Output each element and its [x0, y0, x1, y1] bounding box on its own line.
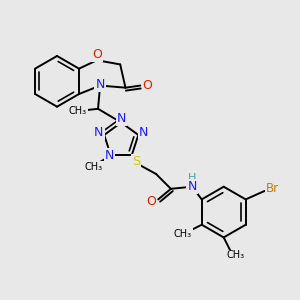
Text: Br: Br [266, 182, 279, 195]
Text: N: N [105, 148, 114, 161]
Text: S: S [132, 155, 140, 168]
Text: O: O [92, 48, 102, 62]
Text: N: N [94, 126, 104, 139]
Text: N: N [117, 112, 126, 125]
Text: CH₃: CH₃ [85, 162, 103, 172]
Text: N: N [187, 180, 197, 193]
Text: O: O [146, 195, 156, 208]
Text: N: N [95, 78, 105, 91]
Text: CH₃: CH₃ [69, 106, 87, 116]
Text: N: N [139, 126, 148, 139]
Text: CH₃: CH₃ [226, 250, 244, 260]
Text: O: O [143, 79, 153, 92]
Text: CH₃: CH₃ [174, 229, 192, 239]
Text: H: H [188, 173, 196, 183]
